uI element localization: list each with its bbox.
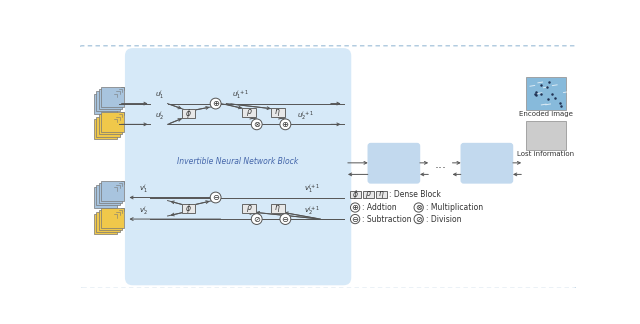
Text: $\rho$: $\rho$ bbox=[246, 107, 252, 118]
Text: $\rho$: $\rho$ bbox=[246, 203, 252, 214]
FancyBboxPatch shape bbox=[94, 119, 117, 139]
Circle shape bbox=[280, 214, 291, 225]
FancyBboxPatch shape bbox=[363, 191, 374, 198]
FancyBboxPatch shape bbox=[96, 91, 120, 111]
Text: $\oslash$: $\oslash$ bbox=[253, 214, 261, 224]
FancyBboxPatch shape bbox=[182, 109, 195, 118]
FancyBboxPatch shape bbox=[271, 108, 285, 117]
Text: : Subtraction: : Subtraction bbox=[362, 214, 412, 224]
FancyBboxPatch shape bbox=[349, 191, 360, 198]
Circle shape bbox=[414, 203, 423, 212]
FancyBboxPatch shape bbox=[101, 112, 124, 132]
FancyBboxPatch shape bbox=[242, 204, 256, 213]
Text: $\eta$: $\eta$ bbox=[275, 107, 281, 118]
FancyBboxPatch shape bbox=[101, 87, 124, 107]
Text: $u_2^{i+1}$: $u_2^{i+1}$ bbox=[297, 110, 314, 123]
Text: $v_1^i$: $v_1^i$ bbox=[139, 183, 148, 196]
FancyBboxPatch shape bbox=[99, 89, 122, 109]
Circle shape bbox=[252, 119, 262, 130]
FancyBboxPatch shape bbox=[99, 114, 122, 134]
FancyBboxPatch shape bbox=[101, 180, 124, 201]
FancyBboxPatch shape bbox=[242, 108, 256, 117]
Circle shape bbox=[351, 214, 360, 224]
FancyBboxPatch shape bbox=[96, 185, 120, 205]
Circle shape bbox=[280, 119, 291, 130]
Text: $\oslash$: $\oslash$ bbox=[415, 214, 423, 224]
FancyBboxPatch shape bbox=[525, 77, 566, 110]
Text: : Multiplication: : Multiplication bbox=[426, 203, 483, 212]
Text: $\oplus$: $\oplus$ bbox=[211, 99, 220, 108]
FancyBboxPatch shape bbox=[96, 212, 120, 232]
FancyBboxPatch shape bbox=[77, 46, 579, 288]
Text: : Division: : Division bbox=[426, 214, 461, 224]
Text: $\rho$: $\rho$ bbox=[365, 189, 372, 200]
Text: $u_1^i$: $u_1^i$ bbox=[156, 89, 164, 102]
Text: $\otimes$: $\otimes$ bbox=[253, 120, 261, 129]
Text: $\phi$: $\phi$ bbox=[185, 202, 192, 215]
Text: ...: ... bbox=[434, 158, 446, 171]
FancyBboxPatch shape bbox=[525, 121, 566, 150]
FancyBboxPatch shape bbox=[125, 48, 351, 285]
Text: : Dense Block: : Dense Block bbox=[389, 190, 441, 199]
FancyBboxPatch shape bbox=[99, 183, 122, 203]
Text: $\phi$: $\phi$ bbox=[352, 188, 358, 201]
Text: $\ominus$: $\ominus$ bbox=[211, 193, 220, 202]
Circle shape bbox=[210, 192, 221, 203]
Text: Encoded image: Encoded image bbox=[519, 111, 573, 117]
Text: $v_2^i$: $v_2^i$ bbox=[139, 204, 148, 217]
FancyBboxPatch shape bbox=[101, 207, 124, 227]
Text: $\otimes$: $\otimes$ bbox=[415, 203, 423, 212]
Text: Lost information: Lost information bbox=[517, 151, 574, 157]
Text: $\ominus$: $\ominus$ bbox=[351, 214, 359, 224]
FancyBboxPatch shape bbox=[99, 210, 122, 230]
Circle shape bbox=[210, 98, 221, 109]
FancyBboxPatch shape bbox=[96, 117, 120, 137]
FancyBboxPatch shape bbox=[182, 204, 195, 213]
Text: Invertible Neural Network Block: Invertible Neural Network Block bbox=[177, 157, 299, 166]
Text: $\oplus$: $\oplus$ bbox=[281, 120, 289, 129]
Text: $\ominus$: $\ominus$ bbox=[281, 214, 289, 224]
Text: $\eta$: $\eta$ bbox=[378, 189, 385, 200]
Text: $v_2^{i+1}$: $v_2^{i+1}$ bbox=[304, 204, 320, 217]
FancyBboxPatch shape bbox=[94, 94, 117, 114]
Text: $\eta$: $\eta$ bbox=[275, 203, 281, 214]
FancyBboxPatch shape bbox=[271, 204, 285, 213]
FancyBboxPatch shape bbox=[461, 143, 513, 184]
Text: $v_1^{i+1}$: $v_1^{i+1}$ bbox=[304, 183, 320, 196]
FancyBboxPatch shape bbox=[94, 188, 117, 207]
Text: $u_1^{i+1}$: $u_1^{i+1}$ bbox=[232, 89, 249, 102]
Text: $\phi$: $\phi$ bbox=[185, 107, 192, 120]
Circle shape bbox=[351, 203, 360, 212]
FancyBboxPatch shape bbox=[94, 214, 117, 235]
Text: : Addtion: : Addtion bbox=[362, 203, 397, 212]
Circle shape bbox=[252, 214, 262, 225]
FancyBboxPatch shape bbox=[367, 143, 420, 184]
Text: $u_2^i$: $u_2^i$ bbox=[156, 110, 164, 123]
FancyBboxPatch shape bbox=[376, 191, 387, 198]
Circle shape bbox=[414, 214, 423, 224]
Text: $\oplus$: $\oplus$ bbox=[351, 203, 359, 212]
